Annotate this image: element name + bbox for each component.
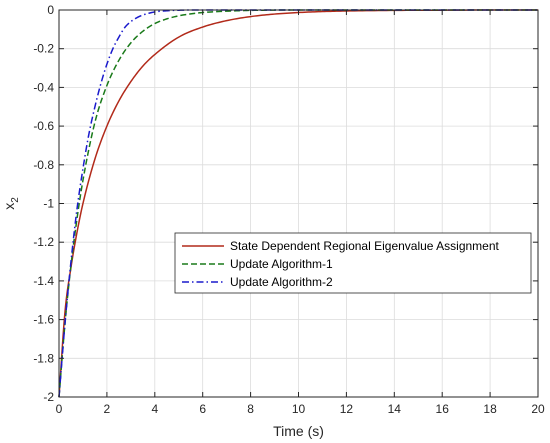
x-tick-label: 18 (483, 402, 497, 416)
y-tick-label: -1.8 (33, 351, 54, 365)
series-layer (58, 9, 538, 398)
y-tick-label: -0.2 (33, 42, 54, 56)
x-tick-label: 14 (388, 402, 402, 416)
y-tick-label: -1.4 (33, 274, 54, 288)
ticks: 0 2 4 6 8 10 12 14 16 18 20 -2 -1.8 -1.6 -1.4 -1.2 -1 -0.… (33, 3, 545, 416)
y-tick-label: -0.8 (33, 158, 54, 172)
x-tick-label: 16 (436, 402, 450, 416)
y-tick-label: -0.6 (33, 119, 54, 133)
y-axis-label-main: x (1, 203, 17, 210)
y-tick-label: -1 (43, 197, 54, 211)
legend-label-series-3: Update Algorithm-2 (230, 275, 333, 289)
y-tick-label: -1.2 (33, 235, 54, 249)
x-tick-label: 6 (199, 402, 206, 416)
y-axis-label: x2 (1, 197, 21, 210)
y-tick-label: -0.4 (33, 80, 54, 94)
y-tick-label: -2 (43, 390, 54, 404)
x-tick-label: 20 (531, 402, 545, 416)
x-tick-label: 4 (151, 402, 158, 416)
x-tick-label: 12 (340, 402, 354, 416)
series-line-2 (58, 9, 538, 398)
y-tick-label: 0 (47, 3, 54, 17)
x-tick-label: 2 (104, 402, 111, 416)
series-line-3 (58, 9, 538, 398)
legend-label-series-2: Update Algorithm-1 (230, 257, 333, 271)
x-tick-label: 8 (247, 402, 254, 416)
y-tick-label: -1.6 (33, 313, 54, 327)
x-axis-label: Time (s) (273, 423, 324, 439)
y-axis-label-subscript: 2 (10, 197, 21, 203)
legend-box (174, 232, 532, 294)
legend: State Dependent Regional Eigenvalue Assi… (174, 232, 532, 294)
x-tick-label: 10 (292, 402, 306, 416)
legend-label-series-1: State Dependent Regional Eigenvalue Assi… (230, 239, 500, 253)
x-tick-label: 0 (56, 402, 63, 416)
